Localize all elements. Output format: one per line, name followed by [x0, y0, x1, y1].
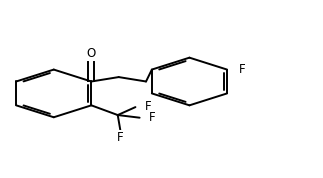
Text: F: F [144, 100, 151, 113]
Text: F: F [149, 111, 155, 124]
Text: F: F [239, 63, 246, 76]
Text: F: F [117, 131, 124, 144]
Text: O: O [87, 47, 96, 60]
